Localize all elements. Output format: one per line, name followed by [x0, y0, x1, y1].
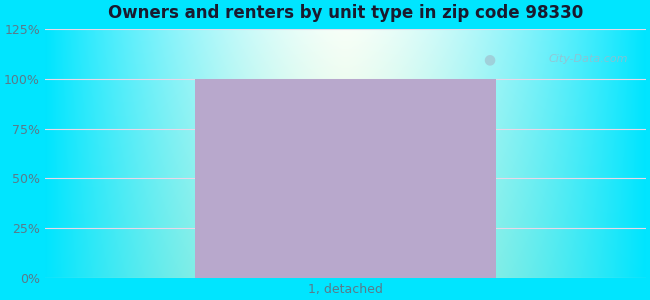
Title: Owners and renters by unit type in zip code 98330: Owners and renters by unit type in zip c…: [108, 4, 583, 22]
Text: ●: ●: [484, 52, 496, 66]
Text: City-Data.com: City-Data.com: [549, 54, 628, 64]
Bar: [195, 79, 495, 278]
